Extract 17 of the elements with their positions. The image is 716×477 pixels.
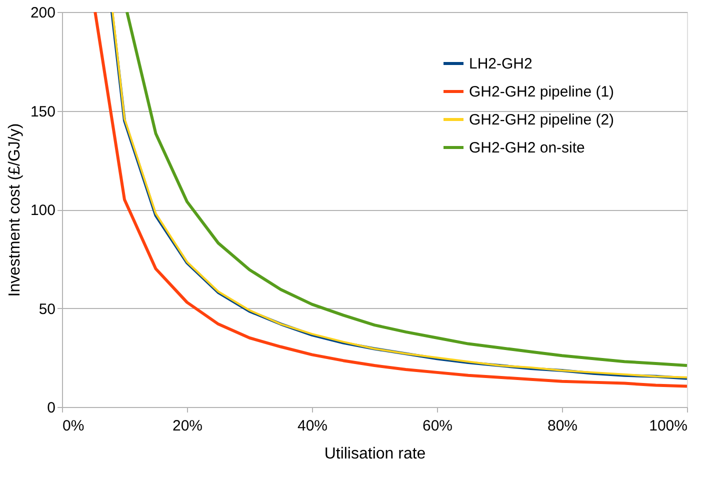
y-tick-label: 150 [30,103,56,120]
legend-label: GH2-GH2 pipeline (1) [469,84,614,100]
y-tick-label: 0 [47,400,56,416]
legend-label: GH2-GH2 on-site [469,140,585,156]
x-tick-label: 40% [297,418,328,434]
y-tick-label: 50 [38,300,56,318]
legend-label: LH2-GH2 [469,56,532,72]
y-tick-label: 200 [30,4,56,22]
x-tick-label: 60% [422,418,453,434]
y-tick-label: 100 [30,202,56,219]
x-tick-label: 0% [62,418,84,434]
x-tick-label: 100% [649,418,688,434]
x-axis-title: Utilisation rate [324,446,426,462]
x-tick-label: 20% [172,418,203,434]
x-tick-label: 80% [547,418,578,434]
y-axis-title: Investment cost (£/GJ/y) [6,123,24,297]
legend-label: GH2-GH2 pipeline (2) [469,112,614,128]
